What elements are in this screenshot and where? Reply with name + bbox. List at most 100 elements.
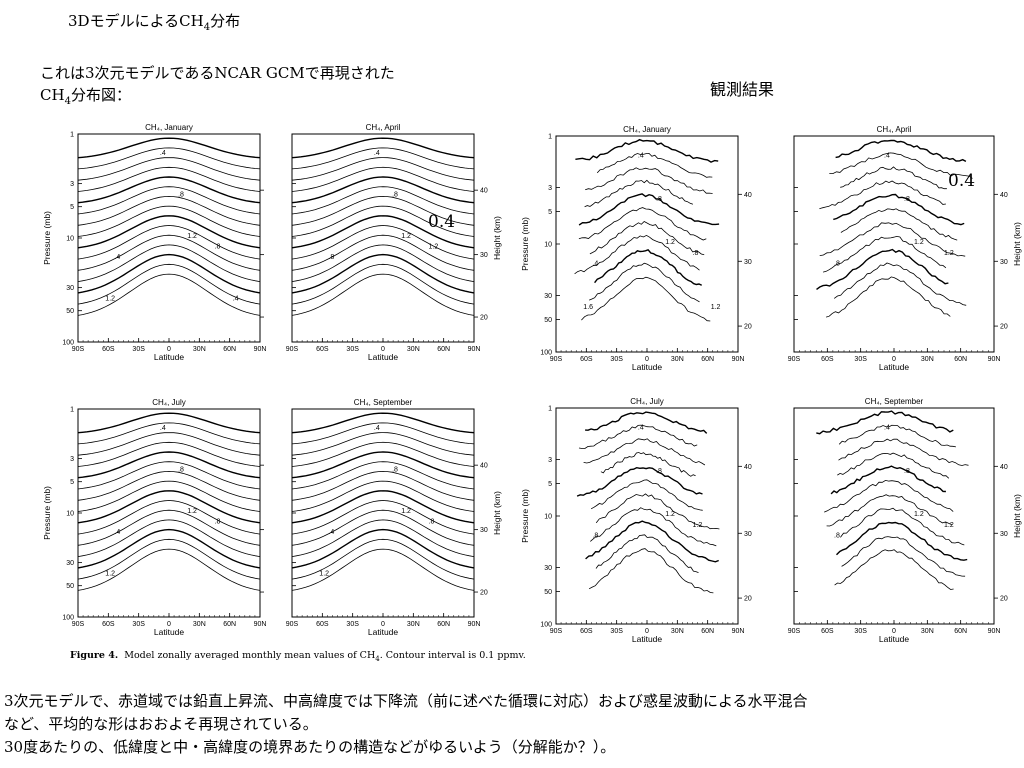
contour-lines: [77, 412, 261, 591]
h-tick-label: 20: [1000, 324, 1008, 331]
contour-lines: [816, 139, 973, 318]
contour-label: .8: [693, 250, 699, 257]
contour-line: [77, 451, 261, 479]
contour-line: [77, 186, 261, 215]
p-tick-label: 3: [548, 185, 552, 192]
x-tick-label: 30S: [346, 621, 359, 628]
contour-line: [291, 490, 475, 524]
contour-line: [77, 205, 261, 237]
description-line-1: これは3次元モデルであるNCAR GCMで再現された: [40, 64, 395, 82]
x-tick-label: 60S: [102, 621, 115, 628]
contour-line: [77, 253, 261, 294]
contour-line: [575, 138, 719, 163]
contour-line: [77, 137, 261, 159]
contour-line: [836, 521, 968, 561]
h-tick-label: 20: [1000, 596, 1008, 603]
p-tick-label: 3: [70, 181, 74, 188]
contour-line: [77, 461, 261, 490]
panel-title: CH₄, July: [152, 398, 186, 407]
contour-label: .8: [392, 466, 398, 473]
contour-line: [819, 222, 966, 257]
slide-title: 3DモデルによるCH4分布: [68, 12, 241, 33]
contour-lines: [576, 411, 720, 594]
x-axis-label: Latitude: [879, 634, 910, 644]
h-tick-label: 30: [744, 259, 752, 266]
contour-label: .8: [834, 533, 840, 540]
contour-label: .4: [592, 261, 598, 268]
p-tick-label: 10: [66, 511, 74, 518]
x-tick-label: 90S: [72, 621, 85, 628]
contour-line: [77, 500, 261, 535]
x-tick-label: 0: [381, 346, 385, 353]
x-axis-label: Latitude: [154, 627, 185, 637]
contour-line: [291, 538, 475, 580]
y-axis-label: Pressure (mb): [520, 217, 530, 271]
obs-panel-april: CH₄, April 90S 60S 30S 0 30N 60N 90N Latitude 40 3…: [760, 120, 1022, 382]
plot-frame: [291, 408, 475, 618]
contour-line: [291, 528, 475, 569]
contour-line: [77, 509, 261, 546]
contour-line: [291, 441, 475, 467]
contour-line: [77, 195, 261, 226]
x-tick-label: 60N: [954, 628, 967, 635]
contour-line: [77, 225, 261, 260]
contour-label: 1.2: [401, 233, 411, 240]
y2-axis-label: Height (km): [756, 222, 758, 266]
h-tick-label: 40: [744, 464, 752, 471]
contour-label: .4: [114, 254, 120, 261]
contour-line: [77, 548, 261, 591]
h-tick-label: 30: [1000, 259, 1008, 266]
h-tick-label: 40: [1000, 192, 1008, 199]
x-tick-label: 90S: [286, 621, 299, 628]
contour-line: [291, 186, 475, 215]
x-axis-label: Latitude: [154, 352, 185, 362]
contour-line: [291, 461, 475, 490]
x-tick-label: 0: [892, 628, 896, 635]
y-axis-label: Pressure (mb): [520, 489, 530, 543]
p-tick-label: 30: [544, 293, 552, 300]
p-tick-label: 100: [540, 350, 552, 357]
contour-line: [291, 157, 475, 181]
x-tick-label: 30N: [921, 356, 934, 363]
panel-title: CH₄, July: [630, 397, 664, 406]
contour-line: [77, 273, 261, 316]
contour-line: [835, 139, 967, 163]
contour-label: .8: [834, 261, 840, 268]
contour-line: [819, 180, 946, 210]
contour-line: [833, 262, 967, 306]
p-tick-label: 5: [548, 481, 552, 488]
contour-line: [77, 166, 261, 192]
x-tick-label: 30N: [671, 628, 684, 635]
x-tick-label: 90S: [788, 628, 801, 635]
p-tick-label: 1: [70, 407, 74, 414]
contour-label: .8: [178, 466, 184, 473]
x-tick-label: 90N: [254, 346, 267, 353]
p-tick-label: 30: [66, 560, 74, 567]
p-tick-label: 1: [548, 406, 552, 413]
contour-line: [576, 466, 703, 497]
x-tick-label: 60S: [102, 346, 115, 353]
contour-label: .8: [656, 468, 662, 475]
h-tick-label: 40: [480, 188, 488, 195]
x-tick-label: 30N: [921, 628, 934, 635]
x-tick-label: 60N: [223, 346, 236, 353]
contour-line: [588, 548, 714, 594]
x-tick-label: 60N: [223, 621, 236, 628]
contour-line: [77, 470, 261, 501]
x-tick-label: 0: [645, 356, 649, 363]
contour-label: .4: [884, 425, 890, 432]
x-tick-label: 60N: [701, 356, 714, 363]
x-tick-label: 60S: [821, 628, 834, 635]
contour-label: .8: [178, 191, 184, 198]
contour-label: .8: [215, 243, 221, 250]
contour-label: 1.2: [187, 508, 197, 515]
p-tick-label: 10: [544, 242, 552, 249]
contour-label: .4: [160, 425, 166, 432]
contour-line: [291, 509, 475, 546]
contour-line: [596, 152, 713, 178]
contour-line: [291, 480, 475, 512]
x-tick-label: 30S: [132, 621, 145, 628]
x-tick-label: 0: [167, 621, 171, 628]
x-tick-label: 90S: [72, 346, 85, 353]
contour-line: [291, 263, 475, 305]
